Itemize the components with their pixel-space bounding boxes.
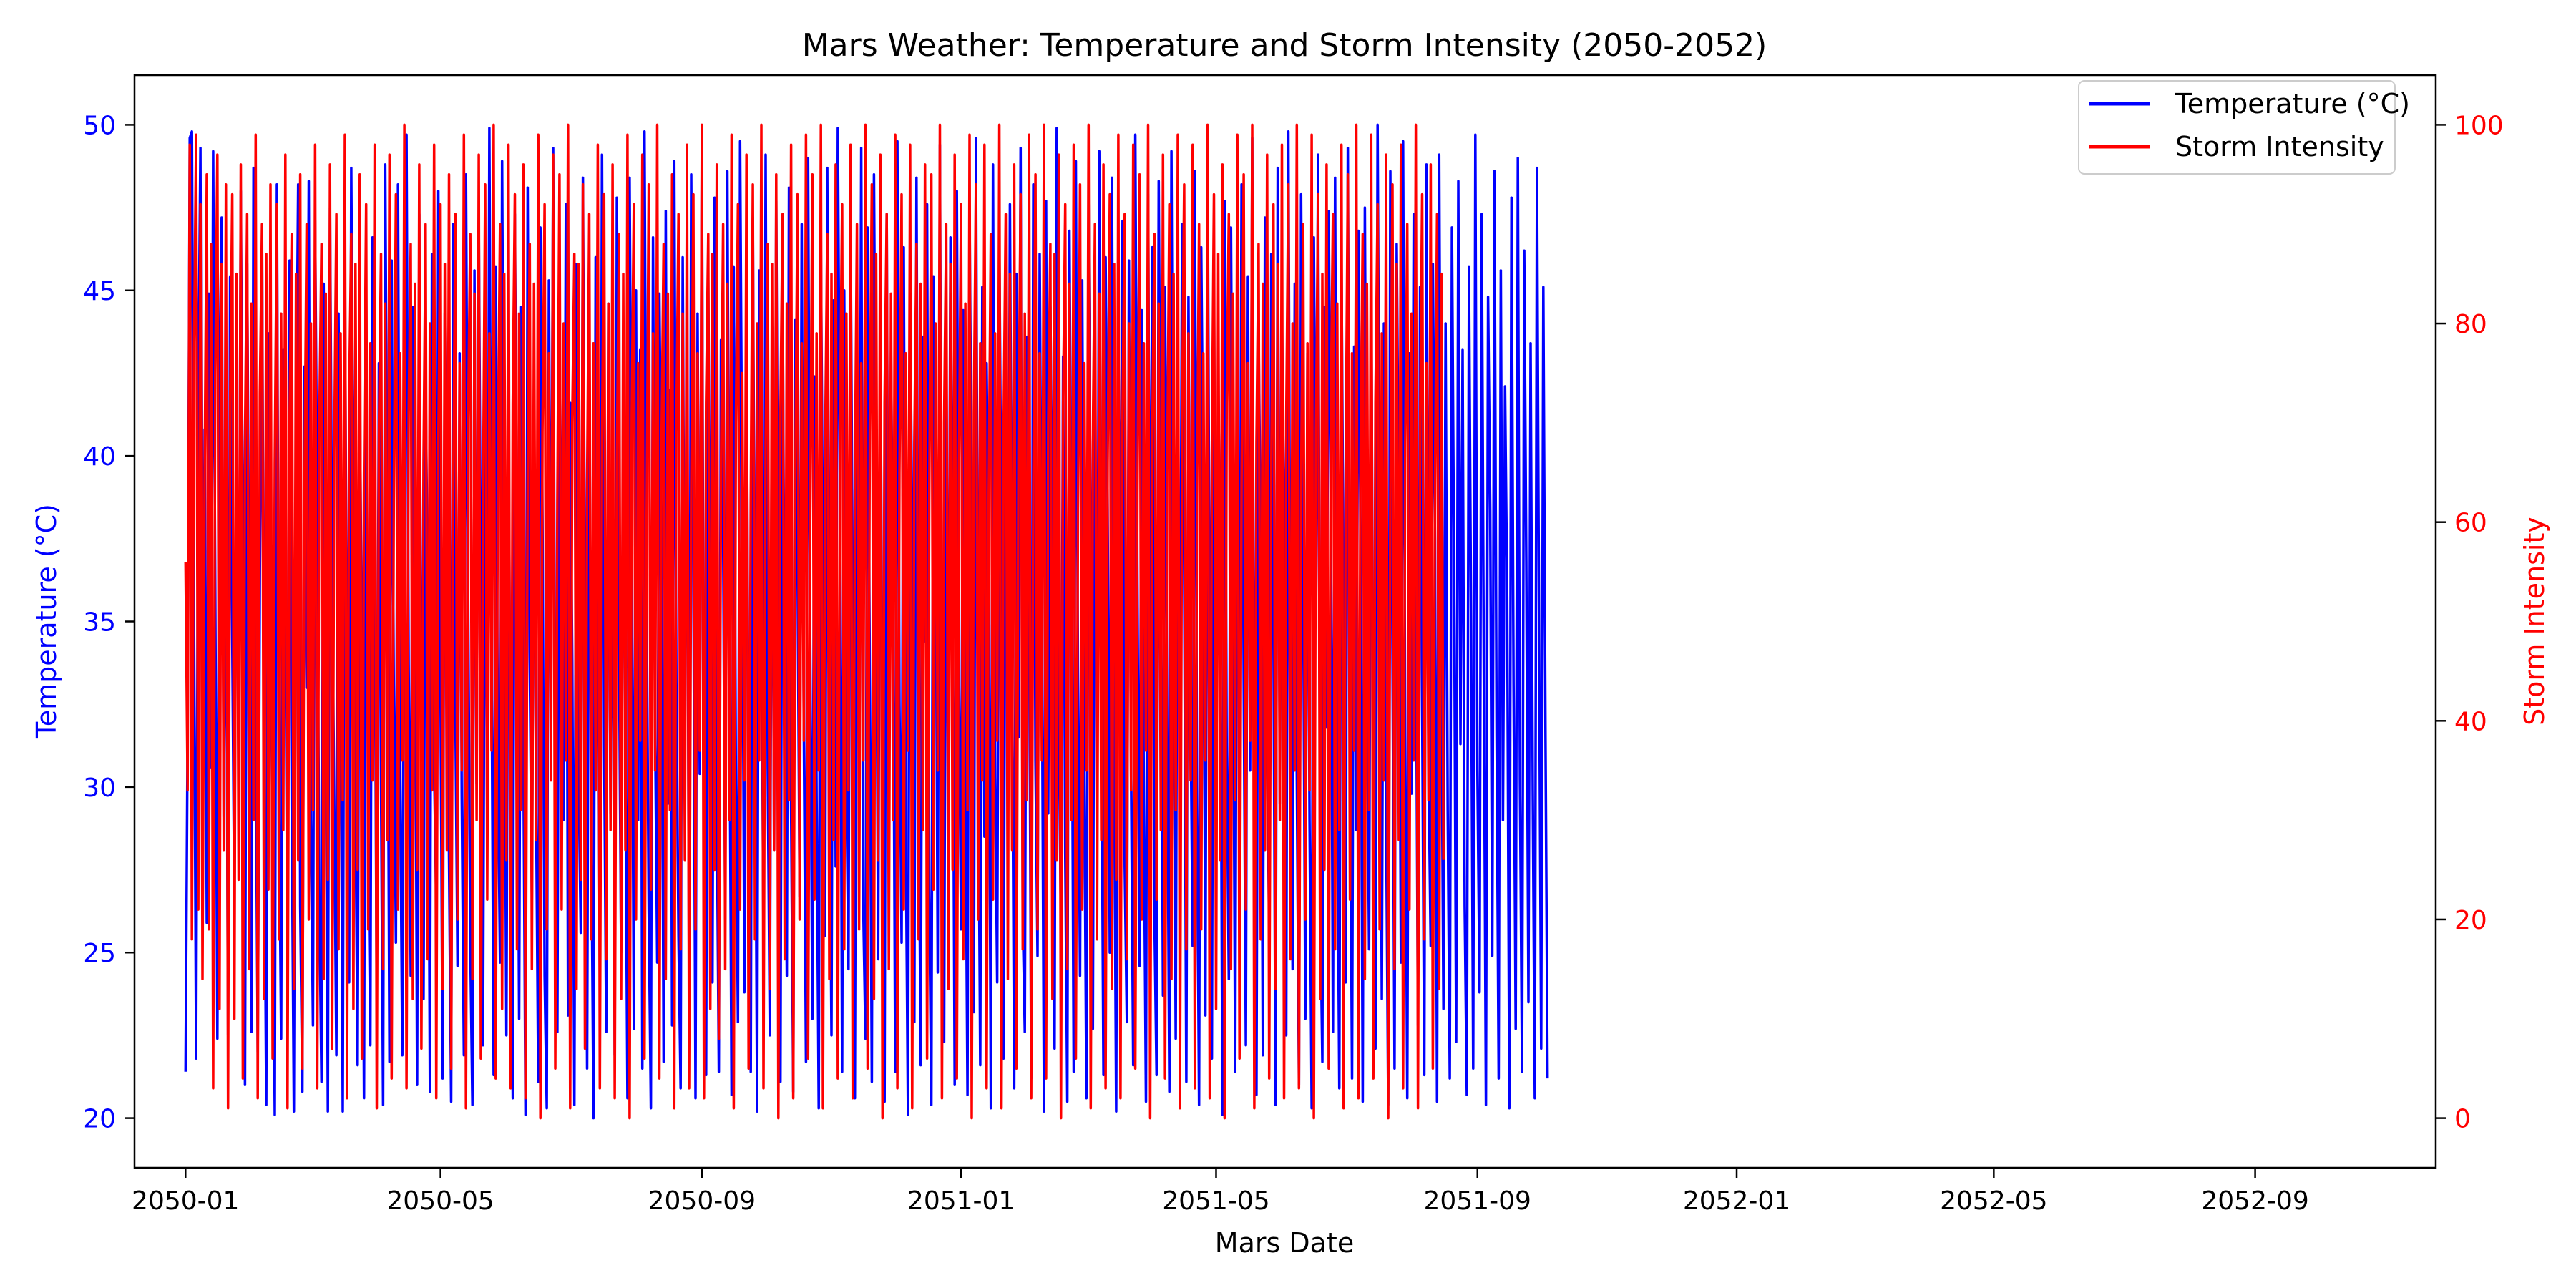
y-left-tick-label: 25 bbox=[83, 939, 116, 968]
y-axis-left: 20 25 30 35 40 45 50 bbox=[83, 111, 135, 1134]
y-right-tick-label: 100 bbox=[2454, 111, 2504, 140]
x-tick-label: 2051-01 bbox=[907, 1186, 1015, 1216]
x-tick-label: 2050-09 bbox=[648, 1186, 756, 1216]
chart-title: Mars Weather: Temperature and Storm Inte… bbox=[802, 27, 1767, 64]
x-axis: 2050-01 2050-05 2050-09 2051-01 2051-05 2051-… bbox=[132, 1168, 2309, 1216]
series-layer bbox=[184, 123, 1549, 1120]
x-tick-label: 2051-05 bbox=[1162, 1186, 1269, 1216]
legend-label-temperature: Temperature (°C) bbox=[2175, 88, 2410, 119]
y-left-tick-label: 20 bbox=[83, 1105, 116, 1134]
y-right-tick-label: 0 bbox=[2454, 1105, 2471, 1134]
legend-label-storm: Storm Intensity bbox=[2175, 131, 2384, 162]
y-axis-right: 0 20 40 60 80 100 bbox=[2436, 111, 2504, 1134]
y-right-tick-label: 80 bbox=[2454, 310, 2487, 339]
y-left-tick-label: 35 bbox=[83, 608, 116, 638]
y-axis-left-label: Temperature (°C) bbox=[31, 504, 62, 739]
y-right-tick-label: 20 bbox=[2454, 906, 2487, 935]
y-right-tick-label: 60 bbox=[2454, 509, 2487, 538]
y-left-tick-label: 50 bbox=[83, 111, 116, 140]
y-axis-right-label: Storm Intensity bbox=[2519, 517, 2550, 726]
x-axis-label: Mars Date bbox=[1215, 1227, 1354, 1259]
y-right-tick-label: 40 bbox=[2454, 707, 2487, 736]
x-tick-label: 2052-01 bbox=[1683, 1186, 1790, 1216]
x-tick-label: 2052-09 bbox=[2201, 1186, 2308, 1216]
legend: Temperature (°C) Storm Intensity bbox=[2078, 80, 2410, 175]
series-line-storm-intensity bbox=[184, 123, 1445, 1120]
y-left-tick-label: 40 bbox=[83, 442, 116, 472]
x-tick-label: 2052-05 bbox=[1940, 1186, 2047, 1216]
y-left-tick-label: 30 bbox=[83, 774, 116, 803]
x-tick-label: 2051-09 bbox=[1424, 1186, 1531, 1216]
y-left-tick-label: 45 bbox=[83, 277, 116, 306]
legend-box bbox=[2078, 80, 2396, 175]
x-tick-label: 2050-05 bbox=[386, 1186, 494, 1216]
x-tick-label: 2050-01 bbox=[132, 1186, 239, 1216]
